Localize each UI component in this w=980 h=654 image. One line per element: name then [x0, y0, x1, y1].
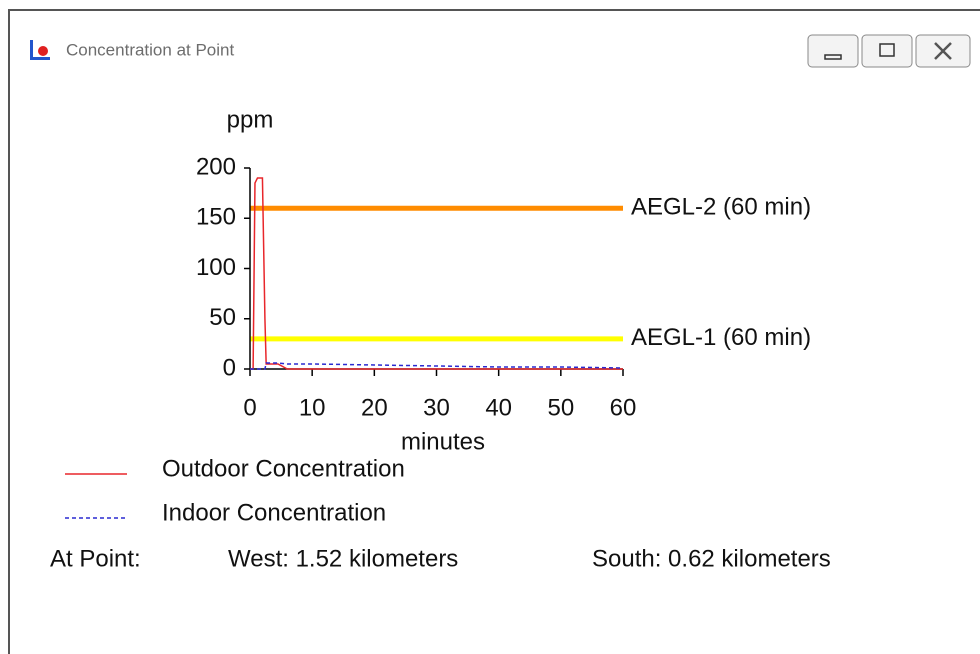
x-tick-label: 60 [610, 394, 637, 421]
y-tick-label: 50 [209, 304, 236, 331]
at-point-label: At Point: [50, 545, 141, 572]
west-distance: West: 1.52 kilometers [228, 545, 458, 572]
x-tick-label: 10 [299, 394, 326, 421]
close-button[interactable] [915, 34, 971, 68]
y-tick-label: 100 [196, 254, 236, 281]
x-tick-label: 0 [243, 394, 256, 421]
x-tick-label: 40 [485, 394, 512, 421]
reference-label: AEGL-1 (60 min) [631, 324, 811, 351]
legend-label: Outdoor Concentration [162, 455, 405, 482]
x-axis-label: minutes [401, 428, 485, 455]
y-tick-label: 150 [196, 204, 236, 231]
maximize-button[interactable] [861, 34, 913, 68]
x-tick-label: 50 [547, 394, 574, 421]
x-tick-label: 20 [361, 394, 388, 421]
window-title: Concentration at Point [66, 40, 234, 59]
y-tick-label: 0 [223, 354, 236, 381]
south-distance: South: 0.62 kilometers [592, 545, 831, 572]
series-line [250, 177, 623, 370]
reference-label: AEGL-2 (60 min) [631, 194, 811, 221]
y-tick-label: 200 [196, 153, 236, 180]
x-tick-label: 30 [423, 394, 450, 421]
app-icon [30, 40, 50, 60]
y-axis-label: ppm [227, 106, 274, 133]
minimize-button[interactable] [807, 34, 859, 68]
legend-label: Indoor Concentration [162, 499, 386, 526]
series-line [250, 362, 624, 370]
